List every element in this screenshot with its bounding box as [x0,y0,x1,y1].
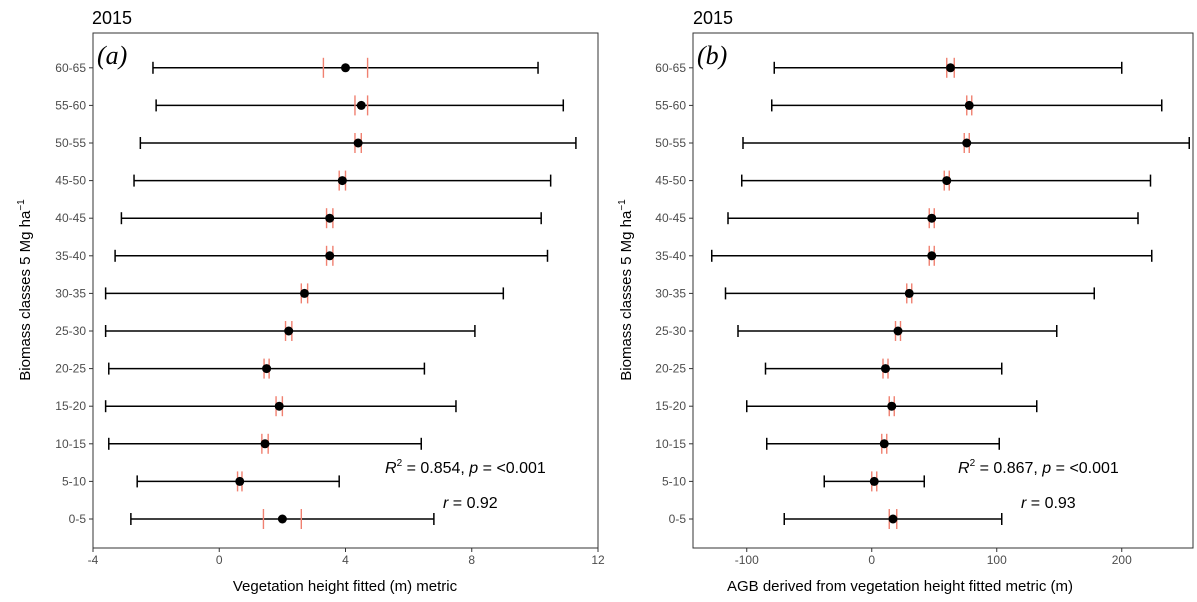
panel-a-x-axis-title: Vegetation height fitted (m) metric [233,578,458,595]
y-tick-label: 35-40 [655,249,686,263]
panel-b-r-stat: r = 0.93 [1021,495,1076,512]
mean-point [869,476,879,486]
mean-point [927,213,937,223]
panel-a-r2-stat: R2 = 0.854, p = <0.001 [385,458,546,477]
y-tick-label: 25-30 [55,324,86,338]
mean-point [962,138,972,148]
y-tick-label: 15-20 [55,399,86,413]
mean-point [341,63,350,73]
panel-a: 2015 (a) -4 0 4 8 12 0-5 5-10 10-15 15-20 20-25 25… [16,8,605,595]
mean-point [964,100,974,110]
y-tick-label: 5-10 [662,474,686,488]
panel-b-x-axis-title: AGB derived from vegetation height fitte… [727,578,1073,595]
y-tick-label: 15-20 [655,399,686,413]
mean-point [262,364,272,374]
y-tick-label: 10-15 [55,437,86,451]
mean-point [325,213,335,223]
mean-point [277,514,287,524]
x-tick-label: 8 [468,553,475,567]
panel-b-r2-stat: R2 = 0.867, p = <0.001 [958,458,1119,477]
panel-b-marks [711,57,1190,529]
panel-a-title: 2015 [92,8,132,28]
mean-point [946,63,955,73]
y-tick-label: 40-45 [655,211,686,225]
y-tick-label: 0-5 [69,512,87,526]
mean-point [904,288,914,298]
y-tick-label: 10-15 [655,437,686,451]
panel-b-ticks: -100 0 100 200 0-5 5-10 10-15 15-20 20-25 25-30 30… [655,61,1132,567]
panel-b: 2015 (b) -100 0 100 200 0-5 5-10 10-15 15-20 20-… [617,8,1194,595]
y-tick-label: 5-10 [62,474,86,488]
y-tick-label: 55-60 [55,98,86,112]
panel-b-label: (b) [697,41,727,70]
panel-a-r-stat: r = 0.92 [443,495,498,512]
y-tick-label: 30-35 [55,286,86,300]
mean-point [274,401,284,411]
y-tick-label: 45-50 [655,174,686,188]
panel-a-ticks: -4 0 4 8 12 0-5 5-10 10-15 15-20 20-25 25-30 30-35 3… [55,61,605,567]
mean-point [356,100,366,110]
panel-b-frame [692,32,1194,549]
mean-point [893,326,903,336]
y-tick-label: 60-65 [55,61,86,75]
x-tick-label: 0 [868,553,875,567]
mean-point [299,288,309,298]
y-tick-label: 30-35 [655,286,686,300]
y-tick-label: 50-55 [55,136,86,150]
mean-point [942,176,952,186]
mean-point [879,439,889,449]
x-tick-label: 4 [342,553,349,567]
y-tick-label: 25-30 [655,324,686,338]
mean-point [881,364,890,374]
mean-point [337,176,347,186]
x-tick-label: -100 [735,553,759,567]
x-tick-label: 200 [1112,553,1132,567]
y-tick-label: 55-60 [655,98,686,112]
x-tick-label: 100 [987,553,1007,567]
mean-point [325,251,335,261]
mean-point [260,439,270,449]
y-tick-label: 40-45 [55,211,86,225]
mean-point [888,514,898,524]
y-tick-label: 35-40 [55,249,86,263]
x-tick-label: -4 [88,553,99,567]
panel-b-title: 2015 [693,8,733,28]
y-tick-label: 0-5 [669,512,687,526]
mean-point [284,326,294,336]
mean-point [353,138,363,148]
panel-a-label: (a) [97,41,127,70]
panel-a-marks [104,57,577,529]
y-tick-label: 20-25 [655,362,686,376]
y-tick-label: 50-55 [655,136,686,150]
mean-point [235,476,245,486]
y-tick-label: 45-50 [55,174,86,188]
mean-point [927,251,937,261]
y-tick-label: 20-25 [55,362,86,376]
y-tick-label: 60-65 [655,61,686,75]
x-tick-label: 0 [216,553,223,567]
x-tick-label: 12 [591,553,605,567]
mean-point [887,401,897,411]
panel-a-y-axis-title: Biomass classes 5 Mg ha−1 [16,199,34,381]
panel-b-y-axis-title: Biomass classes 5 Mg ha−1 [617,199,635,381]
